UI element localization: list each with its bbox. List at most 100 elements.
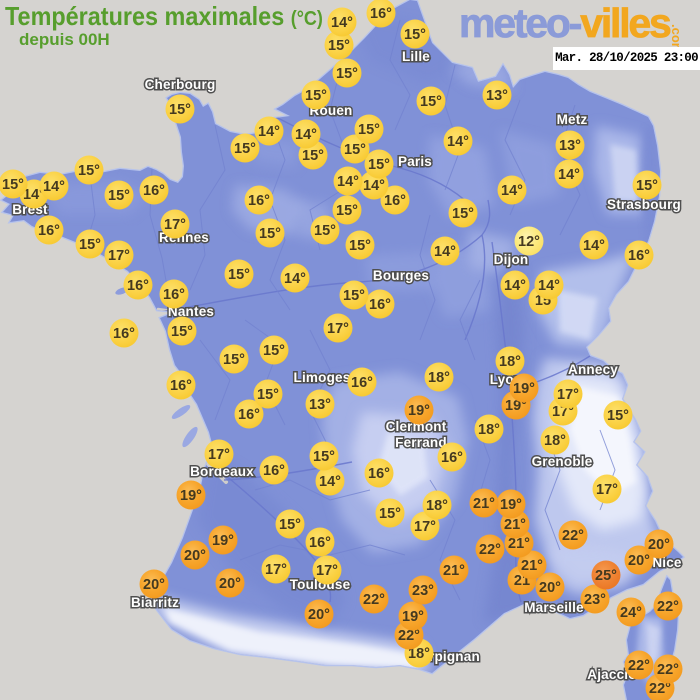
svg-text:20°: 20° <box>648 537 670 553</box>
svg-text:15°: 15° <box>78 163 100 179</box>
svg-text:Dijon: Dijon <box>494 252 529 267</box>
svg-text:Annecy: Annecy <box>568 362 618 377</box>
svg-text:19°: 19° <box>180 488 202 504</box>
svg-text:22°: 22° <box>628 658 650 674</box>
svg-text:Biarritz: Biarritz <box>131 595 179 610</box>
svg-text:24°: 24° <box>620 605 642 621</box>
svg-text:15°: 15° <box>452 206 474 222</box>
svg-text:Grenoble: Grenoble <box>532 454 593 469</box>
svg-text:16°: 16° <box>369 297 391 313</box>
svg-text:20°: 20° <box>539 580 561 596</box>
svg-text:Strasbourg: Strasbourg <box>607 197 681 212</box>
svg-text:Ajaccio: Ajaccio <box>587 667 636 682</box>
svg-text:15°: 15° <box>328 38 350 54</box>
svg-text:15°: 15° <box>368 157 390 173</box>
svg-text:14°: 14° <box>538 278 560 294</box>
svg-text:18°: 18° <box>428 370 450 386</box>
svg-text:23°: 23° <box>584 592 606 608</box>
svg-text:23°: 23° <box>412 583 434 599</box>
svg-text:Lille: Lille <box>402 49 430 64</box>
svg-text:16°: 16° <box>441 450 463 466</box>
svg-text:16°: 16° <box>170 378 192 394</box>
svg-text:15°: 15° <box>259 226 281 242</box>
svg-text:Bordeaux: Bordeaux <box>190 464 254 479</box>
svg-text:Paris: Paris <box>398 154 432 169</box>
svg-text:19°: 19° <box>212 533 234 549</box>
svg-text:22°: 22° <box>479 542 501 558</box>
svg-text:15°: 15° <box>234 141 256 157</box>
svg-text:14°: 14° <box>284 271 306 287</box>
svg-text:17°: 17° <box>557 387 579 403</box>
svg-text:Bourges: Bourges <box>373 268 429 283</box>
svg-text:22°: 22° <box>398 628 420 644</box>
svg-text:16°: 16° <box>263 463 285 479</box>
svg-text:15°: 15° <box>171 324 193 340</box>
svg-text:14°: 14° <box>363 178 385 194</box>
svg-text:21°: 21° <box>504 517 526 533</box>
svg-text:18°: 18° <box>499 354 521 370</box>
svg-text:15°: 15° <box>349 238 371 254</box>
svg-text:15°: 15° <box>314 223 336 239</box>
svg-text:15°: 15° <box>279 517 301 533</box>
svg-text:15°: 15° <box>607 408 629 424</box>
svg-text:21°: 21° <box>473 496 495 512</box>
svg-text:17°: 17° <box>208 447 230 463</box>
svg-text:16°: 16° <box>248 193 270 209</box>
svg-text:14°: 14° <box>583 238 605 254</box>
svg-text:17°: 17° <box>596 482 618 498</box>
svg-text:17°: 17° <box>316 563 338 579</box>
svg-text:20°: 20° <box>143 577 165 593</box>
svg-text:17°: 17° <box>164 217 186 233</box>
svg-text:15°: 15° <box>302 148 324 164</box>
svg-text:18°: 18° <box>426 498 448 514</box>
svg-text:21°: 21° <box>508 536 530 552</box>
svg-text:14°: 14° <box>258 124 280 140</box>
svg-text:20°: 20° <box>308 607 330 623</box>
svg-text:17°: 17° <box>327 321 349 337</box>
svg-text:16°: 16° <box>127 278 149 294</box>
svg-text:15°: 15° <box>420 94 442 110</box>
svg-text:15°: 15° <box>336 203 358 219</box>
svg-text:14°: 14° <box>337 174 359 190</box>
svg-text:22°: 22° <box>562 528 584 544</box>
svg-text:13°: 13° <box>559 138 581 154</box>
svg-text:17°: 17° <box>265 562 287 578</box>
svg-text:Marseille: Marseille <box>524 600 584 615</box>
svg-text:15°: 15° <box>313 449 335 465</box>
svg-text:15°: 15° <box>336 66 358 82</box>
svg-text:22°: 22° <box>363 592 385 608</box>
svg-text:22°: 22° <box>649 681 671 697</box>
svg-text:15°: 15° <box>358 122 380 138</box>
svg-text:19°: 19° <box>402 609 424 625</box>
svg-text:14°: 14° <box>331 15 353 31</box>
svg-text:15°: 15° <box>305 88 327 104</box>
svg-text:20°: 20° <box>628 553 650 569</box>
svg-text:21°: 21° <box>521 558 543 574</box>
svg-text:Cherbourg: Cherbourg <box>145 77 216 92</box>
svg-text:16°: 16° <box>163 287 185 303</box>
svg-text:14°: 14° <box>504 278 526 294</box>
svg-text:16°: 16° <box>309 535 331 551</box>
svg-text:15°: 15° <box>2 177 24 193</box>
svg-text:16°: 16° <box>113 326 135 342</box>
svg-text:Clermont: Clermont <box>386 419 447 434</box>
svg-text:16°: 16° <box>384 193 406 209</box>
svg-text:16°: 16° <box>38 223 60 239</box>
svg-text:22°: 22° <box>657 599 679 615</box>
svg-text:13°: 13° <box>486 88 508 104</box>
svg-text:16°: 16° <box>368 466 390 482</box>
svg-text:15°: 15° <box>404 27 426 43</box>
svg-text:16°: 16° <box>238 407 260 423</box>
svg-text:20°: 20° <box>184 548 206 564</box>
svg-text:14°: 14° <box>295 127 317 143</box>
svg-text:14°: 14° <box>447 134 469 150</box>
svg-text:15°: 15° <box>223 352 245 368</box>
svg-text:15°: 15° <box>257 387 279 403</box>
svg-text:Ferrand: Ferrand <box>395 435 447 450</box>
svg-text:Limoges: Limoges <box>294 370 351 385</box>
svg-text:12°: 12° <box>518 234 540 250</box>
svg-text:15°: 15° <box>79 237 101 253</box>
svg-text:15°: 15° <box>228 267 250 283</box>
svg-text:18°: 18° <box>408 646 430 662</box>
svg-text:19°: 19° <box>513 381 535 397</box>
